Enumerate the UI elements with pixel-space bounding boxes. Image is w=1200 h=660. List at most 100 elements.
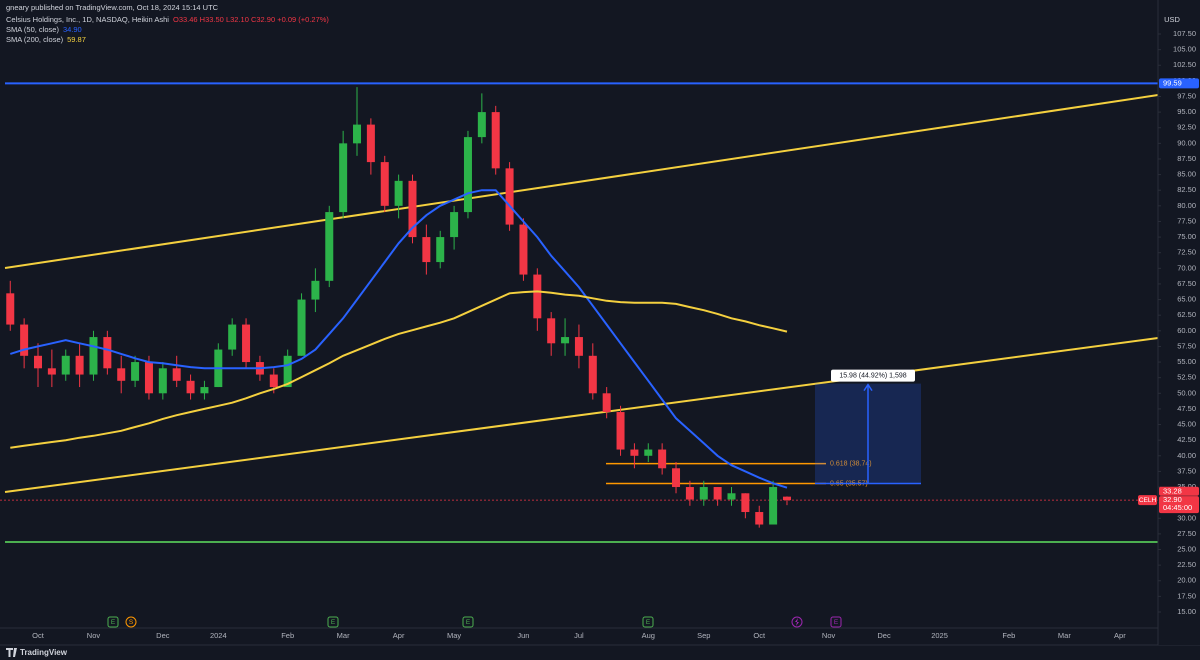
last-price-tag [1159,496,1199,514]
candle-body [644,449,653,456]
candle-body [782,496,791,501]
x-tick-label: Oct [753,631,766,640]
candle-body [75,355,84,375]
y-tick-label: 90.00 [1177,138,1196,147]
measure-label-bg [831,369,915,382]
event-flash [791,616,803,628]
candle-body [602,393,611,413]
x-tick-label: 2025 [931,631,948,640]
candle-body [61,355,70,375]
y-tick-label: 65.00 [1177,295,1196,304]
y-tick-label: 80.00 [1177,201,1196,210]
candle-body [269,374,278,388]
event-marker [125,616,137,628]
candle-body [297,299,306,356]
y-tick-label: 102.50 [1173,60,1196,69]
fib-label: 0.618 (38.74) [830,461,872,468]
symbol-line: Celsius Holdings, Inc., 1D, NASDAQ, Heik… [6,15,329,24]
measure-label: 15.98 (44.92%) 1,598 [839,372,906,379]
indicator-value: 59.87 [67,35,86,44]
y-tick-label: 60.00 [1177,326,1196,335]
y-tick-label: 15.00 [1177,607,1196,616]
event-marker [830,616,842,628]
candle-body [366,124,375,163]
candle-body [117,368,126,381]
candle-body [588,355,597,394]
candle-body [574,337,583,356]
y-tick-label: 20.00 [1177,576,1196,585]
y-tick-label: 40.00 [1177,451,1196,460]
indicator-value: 34.90 [63,25,82,34]
candle-body [463,137,472,213]
event-label: E [646,619,651,626]
candle-body [519,224,528,275]
x-tick-label: Nov [822,631,836,640]
y-tick-label: 50.00 [1177,388,1196,397]
candle-body [325,212,334,281]
candle-body [436,237,445,263]
event-label: E [834,619,839,626]
brand: TradingView [20,648,68,657]
candle-body [727,493,736,500]
candle-body [311,280,320,300]
x-tick-label: 2024 [210,631,227,640]
y-tick-label: 35.00 [1177,482,1196,491]
y-tick-label: 37.50 [1177,466,1196,475]
y-tick-label: 105.00 [1173,45,1196,54]
candle-body [144,362,153,394]
y-tick-label: 95.00 [1177,107,1196,116]
event-marker [107,616,119,628]
indicator-name: SMA (50, close) [6,25,59,34]
event-marker [327,616,339,628]
currency: USD [1164,15,1180,24]
x-tick-label: Mar [337,631,350,640]
candle-body [741,493,750,513]
candle-body [672,468,681,488]
candle-body [20,324,29,356]
y-tick-label: 52.50 [1177,373,1196,382]
candle-body [353,124,362,144]
candle-body [699,487,708,500]
symbol: Celsius Holdings, Inc., 1D, NASDAQ, Heik… [6,15,169,24]
candle-body [158,368,167,394]
y-tick-label: 107.50 [1173,29,1196,38]
candle-body [422,237,431,263]
sma-line [10,290,788,449]
y-tick-label: 92.50 [1177,123,1196,132]
y-tick-label: 57.50 [1177,341,1196,350]
candle-body [339,143,348,213]
indicator: SMA (200, close) 59.87 [6,35,86,44]
candle-body [505,168,514,225]
candle-body [769,487,778,525]
y-tick-label: 25.00 [1177,544,1196,553]
event-label: E [331,619,336,626]
last-price-label: 32.90 [1163,495,1182,504]
x-tick-label: May [447,631,461,640]
symbol-tag-label: CELH [1139,497,1157,504]
y-tick-label: 55.00 [1177,357,1196,366]
candle-body [242,324,251,363]
candle-body [172,368,181,381]
trend-line [4,94,1159,269]
y-tick-label: 97.50 [1177,91,1196,100]
y-tick-label: 87.50 [1177,154,1196,163]
symbol-tag [1138,495,1157,506]
x-tick-label: Feb [281,631,294,640]
x-tick-label: Sep [697,631,710,640]
candle-body [228,324,237,350]
candle-body [6,293,15,325]
x-tick-label: Mar [1058,631,1071,640]
x-tick-label: Apr [1114,631,1126,640]
y-tick-label: 72.50 [1177,248,1196,257]
x-tick-label: Dec [156,631,170,640]
x-tick-label: Jun [517,631,529,640]
candle-body [713,487,722,500]
y-tick-label: 75.00 [1177,232,1196,241]
candle-body [547,318,556,344]
price-axis-bg [1158,0,1200,645]
candle-body [450,212,459,238]
candle-body [491,112,500,169]
x-tick-label: Nov [87,631,101,640]
y-tick-label: 77.50 [1177,216,1196,225]
